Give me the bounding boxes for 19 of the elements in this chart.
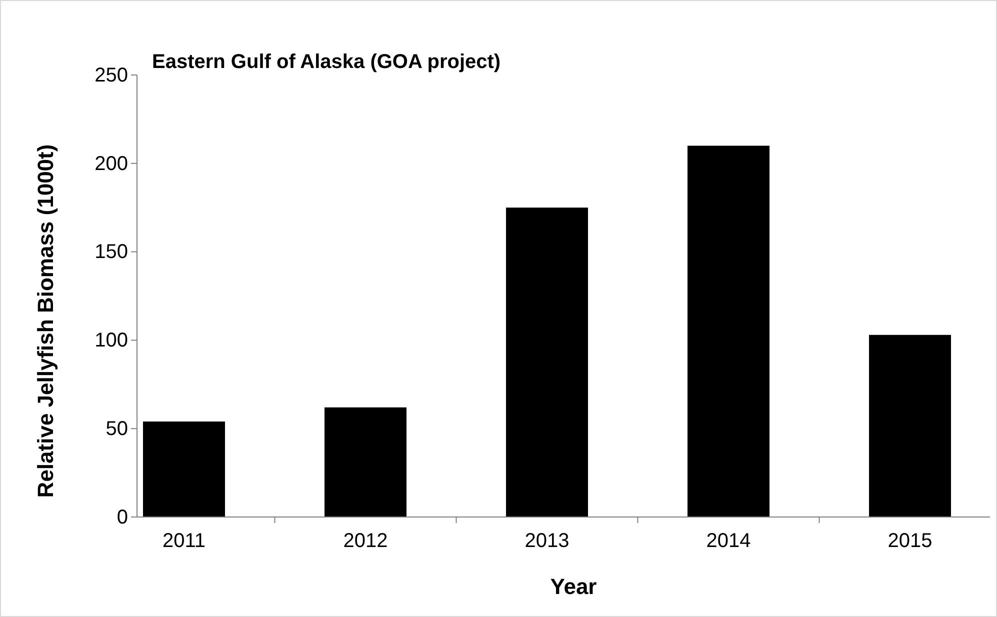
x-tick-label: 2014 [706, 530, 751, 552]
x-tick-label: 2013 [524, 530, 570, 552]
x-tick-label: 2012 [343, 530, 388, 552]
y-axis-title: Relative Jellyfish Biomass (1000t) [33, 144, 58, 498]
y-tick-label: 50 [106, 418, 128, 440]
bar [869, 334, 951, 517]
bar [688, 146, 770, 517]
y-tick-label: 150 [94, 241, 128, 264]
x-tick-label: 2015 [888, 530, 932, 552]
y-tick-label: 100 [94, 330, 128, 352]
y-tick-label: 250 [94, 64, 128, 86]
chart-title: Eastern Gulf of Alaska (GOA project) [152, 51, 501, 73]
x-axis-title: Year [550, 574, 598, 599]
y-tick-label: 200 [94, 152, 128, 175]
y-tick-label: 0 [116, 506, 128, 528]
bar [324, 407, 406, 517]
bar [506, 208, 588, 517]
bar [143, 422, 225, 517]
x-tick-label: 2011 [162, 530, 206, 552]
